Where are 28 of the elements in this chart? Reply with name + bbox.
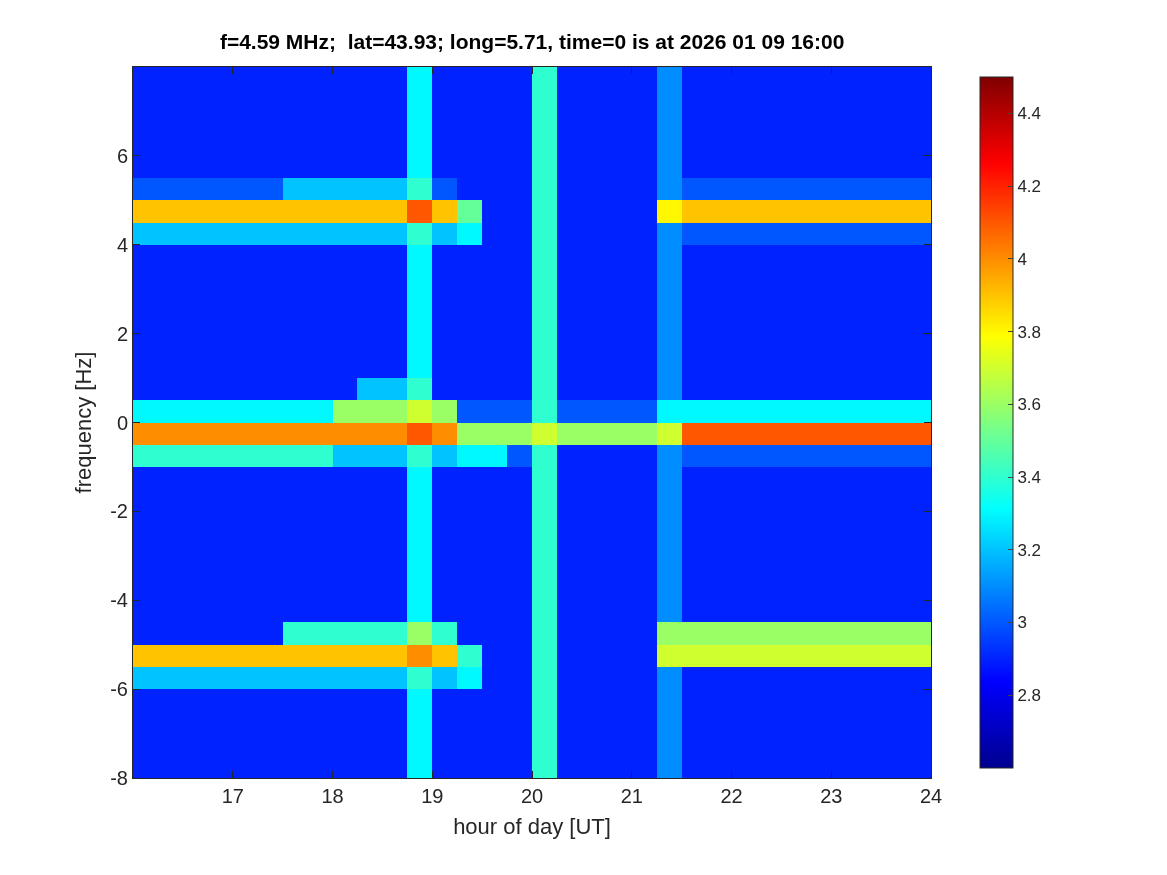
color-bar-label: 3 [1017,613,1027,633]
x-tick-label: 22 [720,785,743,807]
x-tick-label: 23 [820,785,843,807]
y-tick-label: 0 [116,411,128,434]
x-tick-label: 18 [321,785,344,807]
y-tick-label: -2 [110,500,128,523]
color-bar-label: 4.2 [1017,177,1042,197]
color-bar-label: 3.6 [1017,395,1042,415]
y-tick-label: 6 [116,144,128,167]
y-tick-label: -6 [110,678,128,701]
x-tick-label: 20 [520,785,544,807]
color-bar-label: 3.4 [1017,468,1042,487]
color-bar-label: 3.2 [1017,540,1042,560]
x-axis-title: hour of day [UT] [453,813,611,839]
chart-title: f=4.59 MHz; lat=43.93; long=5.71, time=0 is at 2026 01 09 16:00 [219,30,845,54]
y-axis-title: frequency [Hz] [71,351,96,494]
x-tick-label: 24 [919,785,943,807]
color-bar-label: 4 [1017,249,1027,269]
x-tick-label: 19 [421,785,444,807]
color-bar-label: 2.8 [1017,686,1042,706]
x-tick-label: 21 [620,785,643,807]
y-tick-label: -8 [110,767,128,789]
color-bar-label: 4.4 [1017,104,1042,124]
y-tick-label: -4 [110,589,128,612]
x-tick-label: 17 [221,785,244,807]
y-tick-label: 4 [116,233,128,256]
y-tick-label: 2 [116,322,128,345]
color-bar-label: 3.8 [1017,322,1042,342]
